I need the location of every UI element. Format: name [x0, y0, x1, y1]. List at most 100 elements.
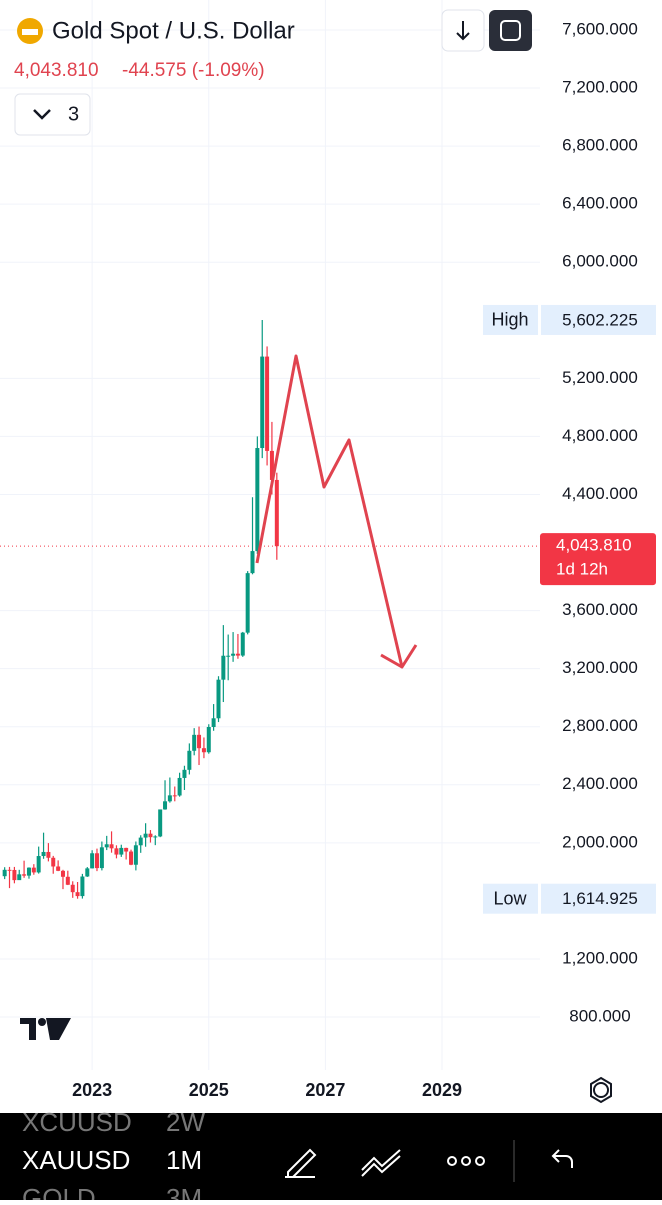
- toolbar-mask: [136, 1113, 146, 1200]
- candle-body: [245, 573, 250, 633]
- candle-body: [36, 856, 41, 873]
- candle-body: [85, 868, 90, 877]
- candle-body: [235, 653, 240, 656]
- candle-body: [31, 867, 36, 873]
- y-tick-label: 1,200.000: [562, 948, 638, 967]
- candle-body: [109, 844, 114, 849]
- candle-body: [143, 833, 148, 838]
- symbol-option[interactable]: XCUUSD: [22, 1107, 132, 1137]
- y-tick-label: 5,200.000: [562, 368, 638, 387]
- candle-body: [104, 844, 109, 848]
- y-tick-label: 2,400.000: [562, 774, 638, 793]
- indicator-count: 3: [68, 103, 79, 125]
- y-tick-label: 4,800.000: [562, 426, 638, 445]
- forecast-drawing: [255, 354, 404, 668]
- candle-body: [133, 845, 138, 865]
- price-change: -44.575 (-1.09%): [122, 60, 265, 81]
- marker-name-box: [483, 883, 538, 914]
- y-tick-label: 3,200.000: [562, 658, 638, 677]
- candle-body: [274, 479, 279, 547]
- candle-body: [148, 833, 153, 838]
- logo-dot: [38, 1018, 46, 1026]
- candle-body: [269, 450, 274, 480]
- candle-body: [41, 851, 46, 857]
- candle-body: [153, 836, 158, 838]
- candle-body: [56, 866, 61, 871]
- y-tick-label: 4,400.000: [562, 484, 638, 503]
- fullscreen-icon: [500, 20, 521, 41]
- marker-value: 1,614.925: [562, 889, 638, 908]
- marker-name: Low: [493, 888, 527, 908]
- countdown-label: 1d 12h: [556, 560, 608, 579]
- candles: [2, 319, 279, 899]
- candle-body: [192, 734, 197, 751]
- x-tick-label: 2023: [72, 1080, 112, 1100]
- marker-name-box: [483, 304, 538, 335]
- grid: [0, 0, 540, 1070]
- candle-body: [12, 869, 17, 881]
- candle-body: [221, 655, 226, 680]
- candle-body: [94, 853, 99, 869]
- y-tick-label: 7,600.000: [562, 19, 638, 38]
- candle-body: [26, 867, 31, 876]
- marker-value-box: [541, 304, 656, 335]
- candle-body: [250, 551, 255, 574]
- candle-body: [90, 853, 95, 869]
- interval-selected[interactable]: 1M: [166, 1145, 202, 1175]
- marker-value: 5,602.225: [562, 310, 638, 329]
- candle-body: [211, 718, 216, 727]
- marker-name: High: [491, 310, 528, 330]
- y-tick-label: 6,400.000: [562, 194, 638, 213]
- candle-body: [60, 870, 65, 877]
- symbol-option[interactable]: GOLD: [22, 1183, 96, 1205]
- price-axis: 7,600.000 7,200.000 6,800.000 6,400.000 6,00…: [72, 19, 656, 1100]
- interval-option[interactable]: 3M: [166, 1183, 202, 1205]
- chevron: [33, 109, 51, 120]
- candle-body: [240, 632, 245, 656]
- y-tick-label: 6,800.000: [562, 136, 638, 155]
- candle-body: [129, 851, 134, 865]
- logo: [20, 1018, 71, 1040]
- y-tick-label: 7,200.000: [562, 78, 638, 97]
- symbol-title[interactable]: Gold Spot / U.S. Dollar: [52, 17, 295, 44]
- symbol-selected[interactable]: XAUUSD: [22, 1145, 130, 1175]
- x-tick-label: 2025: [189, 1080, 229, 1100]
- candle-body: [201, 748, 206, 753]
- candle-body: [99, 847, 104, 869]
- trend-tool[interactable]: [361, 1149, 401, 1177]
- candle-body: [206, 726, 211, 753]
- candle-body: [70, 884, 75, 893]
- candle-body: [182, 769, 187, 778]
- indicators-toggle[interactable]: [14, 93, 91, 136]
- arrow-icon: [456, 21, 470, 41]
- y-tick-label: 800.000: [569, 1006, 630, 1025]
- y-tick-label: 2,000.000: [562, 832, 638, 851]
- candle-body: [65, 876, 70, 885]
- candle-body: [119, 847, 124, 855]
- draw-tool[interactable]: [285, 1148, 317, 1178]
- settings-icon[interactable]: [593, 1082, 609, 1098]
- candle-body: [80, 876, 85, 897]
- candle-body: [17, 874, 22, 881]
- interval-option[interactable]: 2W: [166, 1107, 205, 1137]
- more-button[interactable]: [447, 1156, 485, 1166]
- candle-body: [197, 734, 202, 749]
- forecast-arrowhead: [380, 644, 418, 669]
- settings-hex: [590, 1076, 612, 1104]
- candle-body: [124, 847, 129, 852]
- candle-body: [114, 848, 119, 855]
- undo-button[interactable]: [551, 1149, 573, 1168]
- candle-body: [51, 857, 56, 867]
- candle-body: [138, 837, 143, 846]
- candle-body: [216, 679, 221, 719]
- candle-body: [187, 750, 192, 770]
- symbol-icon-bar: [22, 29, 38, 35]
- y-tick-label: 6,000.000: [562, 252, 638, 271]
- candle-body: [226, 655, 231, 657]
- candle-body: [2, 869, 7, 877]
- candle-body: [260, 356, 265, 449]
- x-tick-label: 2029: [422, 1080, 462, 1100]
- fullscreen-button[interactable]: [489, 10, 532, 51]
